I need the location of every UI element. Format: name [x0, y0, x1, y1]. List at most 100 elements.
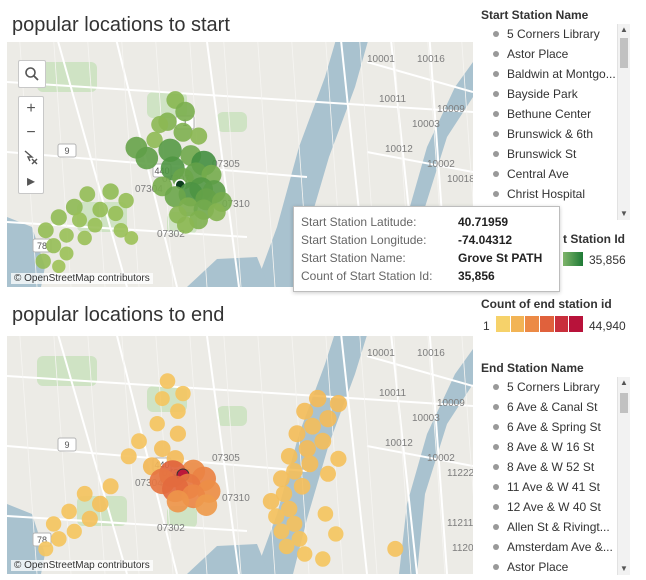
end-station-point[interactable]	[51, 531, 67, 547]
start-station-point[interactable]	[92, 201, 108, 218]
start-station-point[interactable]	[87, 217, 103, 233]
scroll-thumb[interactable]	[620, 38, 628, 68]
start-station-point[interactable]	[124, 231, 139, 245]
filter-item[interactable]: 12 Ave & W 40 St	[481, 497, 616, 517]
start-station-point[interactable]	[151, 116, 169, 133]
end-station-point[interactable]	[288, 425, 306, 443]
end-station-point[interactable]	[166, 490, 190, 513]
filter-item[interactable]: Bayside Park	[481, 84, 616, 104]
end-filter-scrollbar[interactable]: ▲ ▼	[617, 377, 630, 575]
filter-item[interactable]: 11 Ave & W 41 St	[481, 477, 616, 497]
start-station-point[interactable]	[118, 192, 134, 209]
end-station-point[interactable]	[329, 395, 347, 413]
start-map[interactable]: 0730707310073020730407305100011001110016…	[7, 2, 473, 287]
end-station-point[interactable]	[280, 448, 298, 465]
start-station-point[interactable]	[177, 216, 195, 234]
scroll-down-icon[interactable]: ▼	[620, 209, 628, 218]
start-station-point[interactable]	[37, 222, 54, 239]
filter-item[interactable]: Bethune Center	[481, 104, 616, 124]
end-station-point[interactable]	[317, 506, 334, 522]
end-station-point[interactable]	[309, 389, 327, 408]
end-station-point[interactable]	[281, 500, 298, 518]
start-station-point[interactable]	[173, 122, 193, 142]
filter-item[interactable]: 6 Ave & Spring St	[481, 417, 616, 437]
filter-item[interactable]: Astor Place	[481, 557, 616, 577]
start-station-filter[interactable]: 5 Corners Library Astor Place Baldwin at M…	[481, 24, 616, 204]
end-station-point[interactable]	[175, 385, 191, 402]
end-station-point[interactable]	[81, 510, 98, 527]
end-station-point[interactable]	[120, 448, 137, 465]
start-station-point[interactable]	[77, 230, 92, 246]
end-station-point[interactable]	[315, 551, 331, 567]
end-station-point[interactable]	[38, 541, 54, 557]
start-station-point[interactable]	[113, 223, 129, 238]
filter-item[interactable]: 8 Ave & W 52 St	[481, 457, 616, 477]
end-map[interactable]: 0730707310073020730407305100011001110016…	[7, 296, 473, 574]
start-station-point[interactable]	[59, 246, 74, 261]
scroll-up-icon[interactable]: ▲	[620, 378, 628, 387]
start-station-point[interactable]	[207, 203, 226, 222]
start-station-point[interactable]	[72, 212, 87, 228]
start-station-point[interactable]	[59, 228, 74, 243]
scroll-up-icon[interactable]: ▲	[620, 25, 628, 34]
start-station-point[interactable]	[79, 186, 96, 203]
end-station-point[interactable]	[320, 465, 336, 482]
filter-item[interactable]: Brunswick St	[481, 144, 616, 164]
end-station-point[interactable]	[154, 440, 171, 457]
end-station-point[interactable]	[262, 493, 280, 510]
end-station-point[interactable]	[297, 546, 313, 562]
end-station-point[interactable]	[286, 515, 303, 532]
start-station-point[interactable]	[46, 238, 62, 254]
end-station-point[interactable]	[149, 416, 165, 432]
end-station-point[interactable]	[169, 425, 186, 442]
end-station-point[interactable]	[330, 450, 347, 467]
play-icon[interactable]: ▸	[26, 173, 36, 190]
filter-item[interactable]: Brunswick & 6th	[481, 124, 616, 144]
filter-item[interactable]: 6 Ave & Canal St	[481, 397, 616, 417]
end-station-point[interactable]	[314, 432, 332, 450]
end-station-point[interactable]	[195, 494, 218, 516]
end-station-point[interactable]	[278, 538, 295, 555]
start-station-point[interactable]	[146, 131, 163, 149]
start-station-point[interactable]	[108, 205, 124, 222]
start-station-point[interactable]	[135, 146, 159, 170]
start-station-point[interactable]	[35, 253, 51, 269]
zoom-out-icon[interactable]: −	[26, 124, 36, 141]
filter-item[interactable]: Christ Hospital	[481, 184, 616, 204]
zoom-in-icon[interactable]: +	[26, 100, 36, 117]
end-station-point[interactable]	[298, 440, 316, 458]
filter-item[interactable]: 5 Corners Library	[481, 377, 616, 397]
end-station-point[interactable]	[328, 526, 344, 542]
filter-item[interactable]: Amsterdam Ave &...	[481, 537, 616, 557]
end-station-point[interactable]	[319, 410, 337, 428]
start-station-point[interactable]	[52, 259, 66, 274]
scroll-thumb[interactable]	[620, 393, 628, 413]
end-station-point[interactable]	[273, 470, 290, 488]
end-station-point[interactable]	[76, 485, 93, 502]
end-station-point[interactable]	[61, 503, 77, 520]
start-station-point[interactable]	[102, 183, 119, 200]
end-station-point[interactable]	[275, 485, 293, 502]
end-station-point[interactable]	[66, 523, 82, 539]
end-station-point[interactable]	[296, 402, 314, 420]
end-station-point[interactable]	[291, 531, 308, 547]
end-station-point[interactable]	[170, 403, 186, 419]
end-station-point[interactable]	[273, 523, 290, 540]
start-station-point[interactable]	[65, 198, 83, 216]
end-station-point[interactable]	[387, 540, 404, 557]
filter-item[interactable]: Astor Place	[481, 44, 616, 64]
reset-axes-icon[interactable]	[19, 145, 43, 169]
filter-item[interactable]: Allen St & Rivingt...	[481, 517, 616, 537]
filter-item[interactable]: Central Ave	[481, 164, 616, 184]
end-station-point[interactable]	[154, 391, 170, 407]
end-station-point[interactable]	[131, 433, 147, 450]
end-station-point[interactable]	[45, 516, 62, 532]
end-station-point[interactable]	[268, 508, 285, 525]
start-station-point[interactable]	[158, 138, 182, 162]
start-map-canvas[interactable]: 0730707310073020730407305100011001110016…	[7, 2, 473, 287]
end-station-point[interactable]	[159, 373, 176, 389]
start-station-point[interactable]	[175, 101, 195, 122]
end-station-filter[interactable]: 5 Corners Library 6 Ave & Canal St 6 Ave &…	[481, 377, 616, 577]
end-station-point[interactable]	[304, 417, 321, 435]
end-station-point[interactable]	[293, 478, 311, 495]
